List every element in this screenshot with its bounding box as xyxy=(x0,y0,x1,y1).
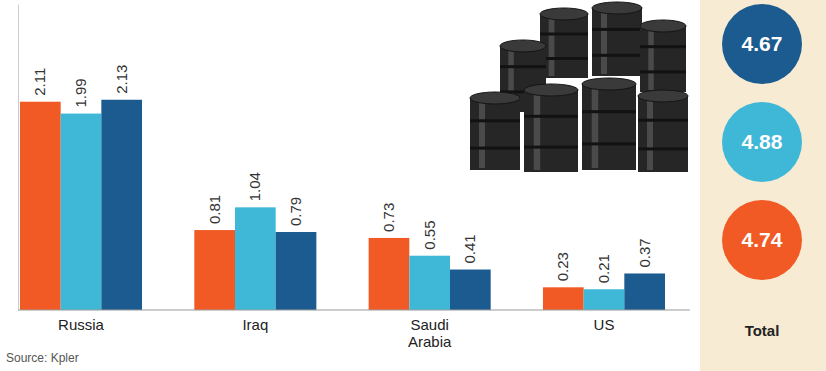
barrel-rim xyxy=(524,115,578,118)
barrel xyxy=(592,2,642,76)
tick-label: Russia xyxy=(58,316,105,333)
barrel-rim xyxy=(540,57,588,60)
barrel-rim xyxy=(640,45,686,48)
barrel-rim xyxy=(638,119,688,122)
x-axis: Russia Iraq SaudiArabia US xyxy=(18,310,690,350)
bars xyxy=(20,100,665,310)
barrel-rim xyxy=(640,70,686,73)
barrel-body xyxy=(640,26,686,92)
data-label: 1.04 xyxy=(246,172,263,201)
bar xyxy=(194,230,235,310)
total-value: 4.88 xyxy=(742,130,783,153)
barrel-top xyxy=(582,78,636,90)
barrel-highlight xyxy=(648,28,654,90)
barrel-top xyxy=(500,40,546,52)
barrel-highlight xyxy=(549,16,555,76)
barrel-rim xyxy=(582,142,636,145)
bar xyxy=(235,207,276,310)
bar xyxy=(61,114,102,310)
tick-label: US xyxy=(594,316,615,333)
total-circle xyxy=(722,4,802,84)
barrel-body xyxy=(540,14,588,78)
y-axis xyxy=(18,5,19,311)
barrel-body xyxy=(638,96,688,172)
data-label: 0.81 xyxy=(206,195,223,224)
bar xyxy=(543,287,584,310)
barrel-rim xyxy=(470,119,520,122)
tick-label: SaudiArabia xyxy=(408,316,452,350)
total-value: 4.74 xyxy=(742,228,783,251)
barrel-body xyxy=(470,98,520,170)
tick: US xyxy=(594,316,615,333)
barrel-top xyxy=(640,20,686,32)
source: Source: Kpler xyxy=(6,351,79,365)
barrel xyxy=(582,78,636,170)
barrel-rim xyxy=(540,33,588,36)
barrel-illustration xyxy=(470,2,688,172)
panel-background xyxy=(700,0,826,371)
barrel xyxy=(540,8,588,78)
barrel-top xyxy=(470,92,520,104)
tick: Iraq xyxy=(242,316,268,333)
chart: 2.11 0.81 0.73 0.23 1.99 1.04 0.55 0.21 2.13 0.79… xyxy=(0,0,826,371)
bar xyxy=(409,256,450,310)
barrel-body xyxy=(582,84,636,170)
bar xyxy=(450,270,491,310)
tick: SaudiArabia xyxy=(408,316,452,350)
bar xyxy=(584,289,625,310)
data-label: 2.11 xyxy=(31,68,48,96)
barrel-highlight xyxy=(592,86,598,168)
barrel xyxy=(470,92,520,170)
x-axis-line xyxy=(18,310,690,311)
total-panel: 4.74 4.88 4.67 Total xyxy=(700,0,826,371)
barrel-rim xyxy=(592,28,642,31)
barrel-highlight xyxy=(534,92,540,170)
data-label: 2.13 xyxy=(113,65,130,94)
barrel-rim xyxy=(582,110,636,113)
barrel-rim xyxy=(470,147,520,150)
tick: Russia xyxy=(58,316,105,333)
bar xyxy=(276,232,317,310)
total-label: Total xyxy=(745,322,780,339)
data-label: 0.79 xyxy=(287,197,304,226)
barrel xyxy=(638,90,688,172)
bar xyxy=(20,102,61,310)
data-label: 0.21 xyxy=(595,254,612,283)
barrel-top xyxy=(592,2,642,14)
y-axis-line xyxy=(18,5,19,311)
barrel-top xyxy=(540,8,588,20)
barrel-rim xyxy=(592,54,642,57)
data-labels: 2.11 0.81 0.73 0.23 1.99 1.04 0.55 0.21 2.13 0.79… xyxy=(31,65,652,284)
data-label: 1.99 xyxy=(72,78,89,107)
barrel-highlight xyxy=(479,100,485,168)
data-label: 0.73 xyxy=(380,203,397,232)
tick-label: Iraq xyxy=(242,316,268,333)
barrel xyxy=(640,20,686,92)
barrel-top xyxy=(524,84,578,96)
data-label: 0.23 xyxy=(554,252,571,281)
barrel-rim xyxy=(500,65,546,68)
data-label: 0.41 xyxy=(461,234,478,263)
total-value: 4.67 xyxy=(742,32,783,55)
barrel xyxy=(524,84,578,172)
bar xyxy=(624,273,665,310)
barrel-rim xyxy=(524,146,578,149)
barrel-highlight xyxy=(601,10,607,74)
barrel-rim xyxy=(638,147,688,150)
barrel-body xyxy=(592,8,642,76)
bar xyxy=(101,100,142,310)
total-circle xyxy=(722,200,802,280)
barrel-highlight xyxy=(647,98,653,170)
barrel-top xyxy=(638,90,688,102)
data-label: 0.55 xyxy=(421,221,438,250)
data-label: 0.37 xyxy=(636,238,653,267)
barrel-body xyxy=(524,90,578,172)
total-circle xyxy=(722,102,802,182)
bar xyxy=(369,238,410,310)
